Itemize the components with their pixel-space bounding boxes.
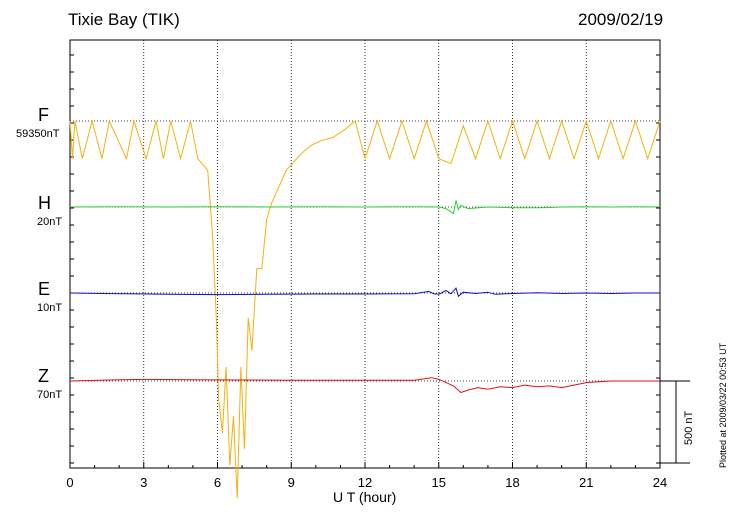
x-tick-label: 18 — [505, 475, 519, 490]
x-tick-label: 15 — [432, 475, 446, 490]
series-line-Z — [69, 377, 660, 394]
x-tick-label: 6 — [214, 475, 221, 490]
channel-baseline-E: 10nT — [37, 302, 63, 314]
channel-label-Z: Z — [38, 366, 49, 386]
x-tick-label: 24 — [653, 475, 667, 490]
channel-baseline-F: 59350nT — [16, 128, 60, 140]
station-title: Tixie Bay (TIK) — [68, 10, 180, 29]
channel-baseline-Z: 70nT — [37, 389, 63, 401]
channel-label-H: H — [38, 193, 51, 213]
x-tick-label: 0 — [66, 475, 73, 490]
channel-baseline-H: 20nT — [37, 216, 63, 228]
date-label: 2009/02/19 — [578, 10, 664, 29]
plotted-timestamp: Plotted at 2009/03/22 00:53 UT — [718, 342, 728, 468]
x-axis-label: U T (hour) — [333, 489, 397, 505]
scale-bar-label: 500 nT — [683, 410, 695, 445]
series-line-E — [69, 287, 660, 298]
series-line-H — [69, 200, 661, 215]
x-tick-label: 21 — [579, 475, 593, 490]
channel-label-E: E — [38, 279, 51, 299]
series-line-F — [69, 119, 661, 499]
channel-label-F: F — [38, 105, 49, 125]
x-tick-label: 9 — [288, 475, 295, 490]
x-tick-label: 3 — [140, 475, 147, 490]
x-tick-label: 12 — [358, 475, 372, 490]
